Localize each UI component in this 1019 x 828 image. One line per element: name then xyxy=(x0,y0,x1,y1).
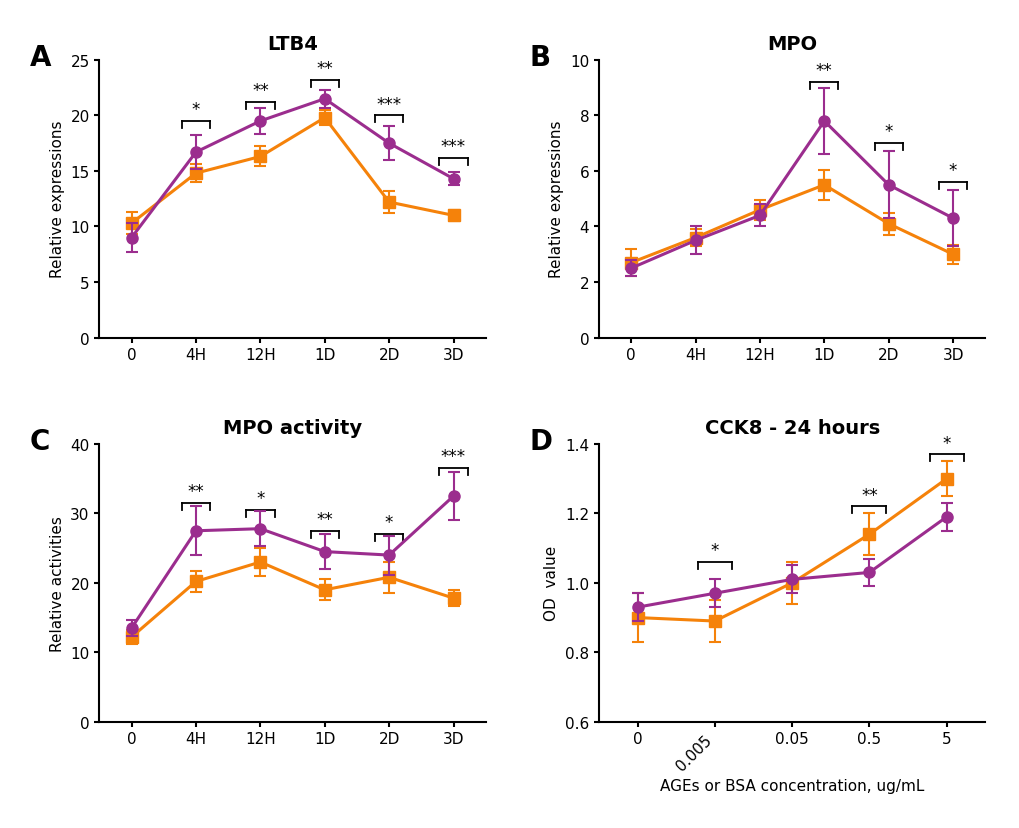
X-axis label: AGEs or BSA concentration, ug/mL: AGEs or BSA concentration, ug/mL xyxy=(659,778,923,793)
Text: **: ** xyxy=(316,60,333,78)
Text: **: ** xyxy=(316,510,333,528)
Y-axis label: Relative expressions: Relative expressions xyxy=(50,121,65,278)
Title: CCK8 - 24 hours: CCK8 - 24 hours xyxy=(704,418,879,437)
Text: C: C xyxy=(30,428,50,455)
Text: *: * xyxy=(883,123,892,142)
Text: B: B xyxy=(529,44,550,72)
Text: ***: *** xyxy=(376,95,401,113)
Text: ***: *** xyxy=(440,448,466,466)
Text: **: ** xyxy=(815,62,832,80)
Text: D: D xyxy=(529,428,552,455)
Title: MPO: MPO xyxy=(766,35,816,54)
Text: **: ** xyxy=(187,483,204,501)
Text: *: * xyxy=(948,162,957,180)
Y-axis label: OD  value: OD value xyxy=(544,546,558,621)
Text: *: * xyxy=(710,542,718,560)
Text: *: * xyxy=(942,434,950,452)
Text: **: ** xyxy=(860,486,877,504)
Title: MPO activity: MPO activity xyxy=(223,418,362,437)
Y-axis label: Relative expressions: Relative expressions xyxy=(549,121,564,278)
Text: *: * xyxy=(256,489,264,508)
Text: *: * xyxy=(384,514,393,532)
Text: ***: *** xyxy=(440,137,466,156)
Text: *: * xyxy=(192,101,200,119)
Y-axis label: Relative activities: Relative activities xyxy=(50,515,64,651)
Text: A: A xyxy=(30,44,51,72)
Title: LTB4: LTB4 xyxy=(267,35,318,54)
Text: **: ** xyxy=(252,82,268,100)
